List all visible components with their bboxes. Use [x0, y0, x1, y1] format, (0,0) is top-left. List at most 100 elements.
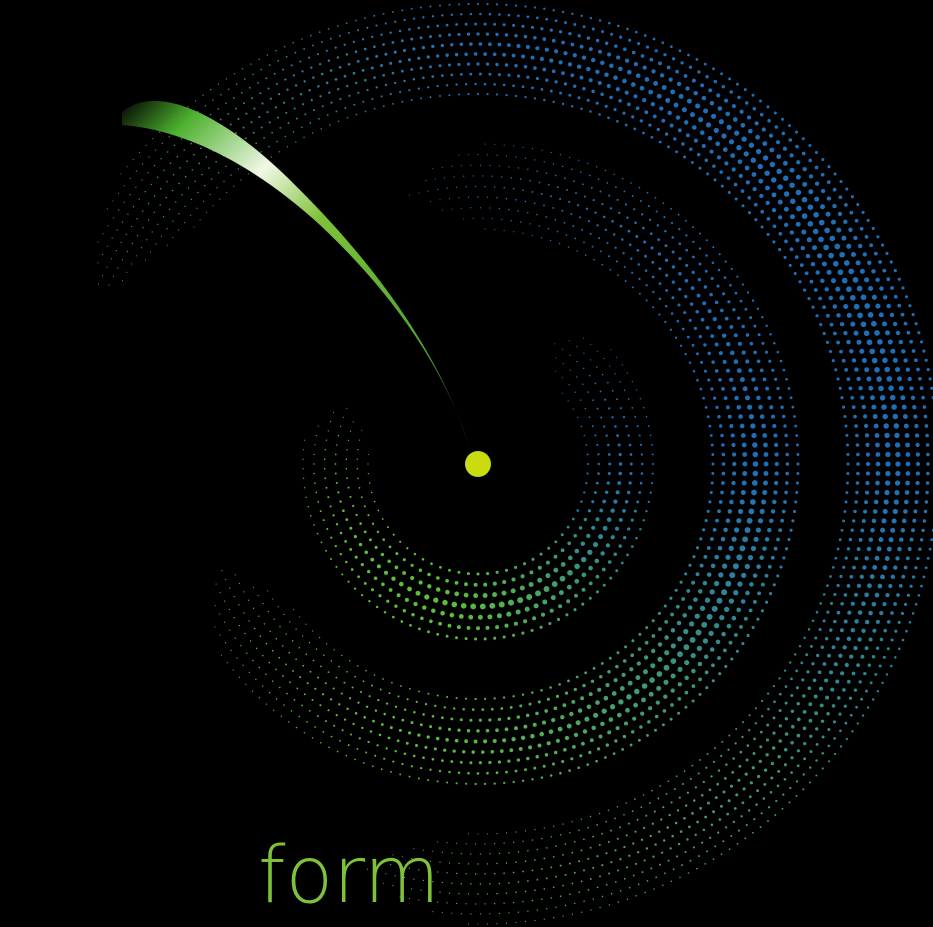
ring-dot: [688, 65, 693, 69]
ring-dot: [815, 270, 820, 275]
ring-dot: [457, 771, 461, 775]
ring-dot: [616, 398, 618, 401]
ring-dot: [299, 60, 302, 63]
ring-dot: [325, 81, 329, 85]
ring-dot: [838, 538, 842, 542]
ring-dot: [829, 575, 832, 578]
ring-dot: [289, 681, 291, 684]
ring-dot: [421, 45, 426, 50]
ring-dot: [796, 453, 800, 456]
ring-dot: [775, 140, 781, 145]
ring-dot: [855, 433, 859, 438]
ring-dot: [825, 211, 831, 217]
ring-dot: [835, 286, 841, 292]
ring-dot: [465, 873, 467, 875]
ring-dot: [681, 597, 686, 601]
ring-dot: [139, 151, 141, 154]
ring-dot: [250, 121, 253, 124]
ring-dot: [592, 199, 595, 202]
ring-dot: [521, 779, 525, 782]
ring-dot: [837, 696, 841, 700]
ring-dot: [476, 729, 480, 733]
ring-dot: [760, 582, 765, 587]
ring-dot: [546, 697, 550, 701]
ring-dot: [460, 913, 462, 915]
ring-dot: [504, 727, 509, 732]
ring-dot: [579, 44, 584, 49]
ring-dot: [585, 444, 588, 446]
ring-dot: [465, 903, 467, 905]
ring-dot: [745, 758, 749, 762]
ring-dot: [282, 675, 284, 677]
ring-dot: [909, 339, 913, 344]
ring-dot: [843, 219, 848, 224]
ring-dot: [381, 518, 384, 520]
ring-dot: [715, 518, 719, 523]
ring-dot: [677, 303, 681, 307]
ring-dot: [270, 156, 273, 158]
ring-dot: [619, 889, 622, 892]
ring-dot: [502, 83, 506, 87]
ring-dot: [514, 94, 518, 98]
ring-dot: [631, 115, 635, 119]
ring-dot: [550, 195, 552, 198]
ring-dot: [860, 395, 865, 400]
ring-dot: [111, 237, 113, 239]
ring-dot: [689, 859, 692, 862]
ring-dot: [624, 90, 629, 95]
ring-dot: [890, 664, 893, 668]
ring-dot: [695, 546, 700, 550]
ring-dot: [497, 760, 502, 764]
ring-dot: [401, 762, 404, 766]
ring-dot: [731, 167, 736, 172]
ring-dot: [225, 78, 228, 80]
ring-dot: [860, 294, 867, 301]
ring-dot: [583, 352, 585, 354]
ring-dot: [353, 587, 357, 590]
ring-dot: [853, 414, 857, 419]
ring-dot: [420, 6, 423, 9]
ring-dot: [183, 222, 186, 224]
ring-dot: [684, 690, 689, 695]
ring-dot: [410, 68, 414, 71]
ring-dot: [817, 670, 822, 675]
ring-dot: [166, 227, 168, 230]
ring-dot: [832, 187, 837, 192]
ring-dot: [563, 747, 567, 752]
ring-dot: [846, 312, 852, 318]
ring-dot: [486, 771, 489, 775]
ring-dot: [593, 491, 597, 495]
ring-dot: [639, 725, 643, 729]
ring-dot: [412, 47, 416, 51]
ring-dot: [591, 525, 596, 530]
ring-dot: [410, 721, 414, 725]
ring-dot: [739, 750, 743, 754]
ring-dot: [271, 649, 274, 652]
ring-dot: [614, 44, 618, 48]
ring-dot: [482, 593, 488, 598]
ring-dot: [330, 536, 333, 539]
ring-dot: [905, 480, 910, 486]
ring-dot: [551, 717, 556, 723]
ring-dot: [361, 69, 365, 72]
ring-dot: [641, 683, 648, 689]
ring-dot: [897, 376, 902, 382]
ring-dot: [589, 16, 593, 20]
ring-dot: [684, 660, 690, 666]
ring-dot: [691, 684, 696, 688]
ring-dot: [542, 599, 548, 605]
ring-dot: [457, 570, 461, 574]
ring-dot: [432, 880, 434, 883]
ring-dot: [399, 581, 404, 587]
ring-dot: [140, 247, 143, 249]
ring-dot: [861, 358, 867, 363]
ring-dot: [643, 669, 648, 675]
ring-dot: [884, 330, 891, 336]
ring-dot: [306, 721, 308, 723]
ring-dot: [882, 413, 888, 420]
ring-dot: [863, 330, 870, 337]
ring-dot: [492, 52, 497, 57]
ring-dot: [390, 770, 392, 773]
ring-dot: [876, 689, 880, 693]
ring-dot: [522, 232, 524, 234]
